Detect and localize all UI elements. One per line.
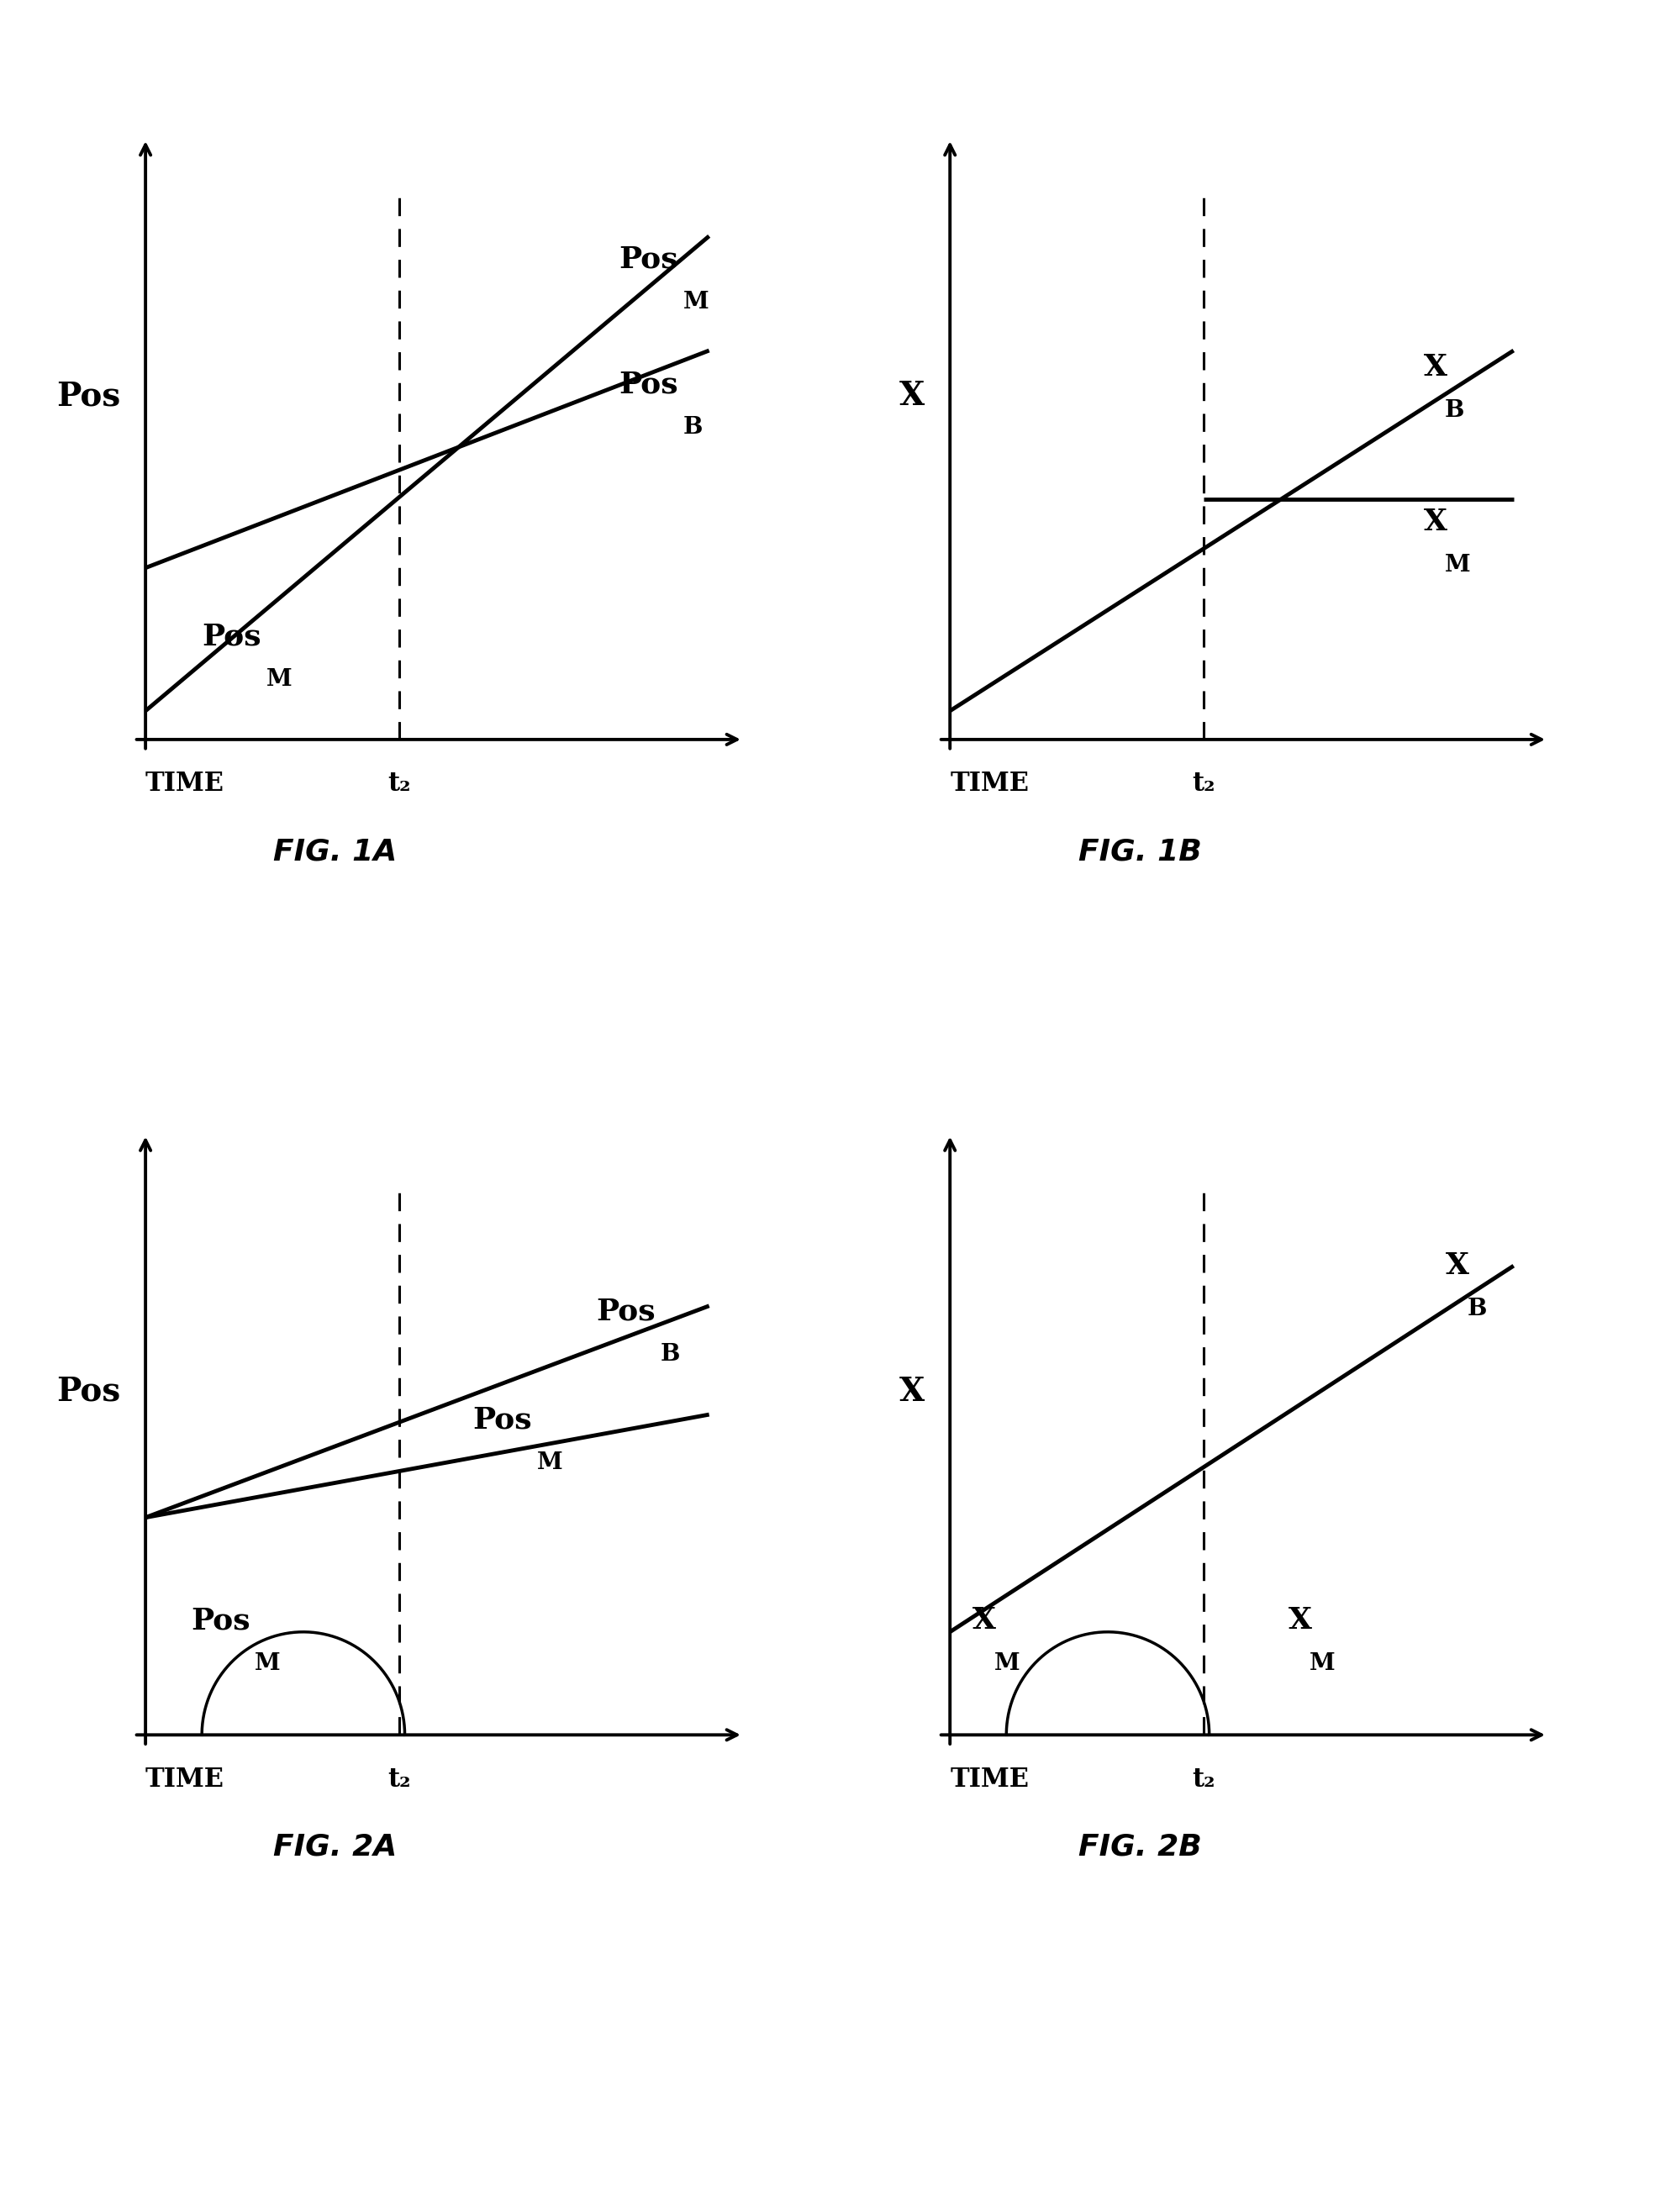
Text: Pos: Pos: [191, 1606, 250, 1635]
Text: Pos: Pos: [55, 1376, 121, 1407]
Text: B: B: [1445, 398, 1465, 422]
Text: X: X: [900, 380, 925, 411]
Text: X: X: [972, 1606, 996, 1635]
Text: Pos: Pos: [201, 622, 261, 650]
Text: t₂: t₂: [1192, 772, 1215, 796]
Text: M: M: [266, 668, 292, 690]
Text: B: B: [684, 416, 702, 438]
Text: X: X: [1423, 354, 1446, 383]
Text: M: M: [994, 1652, 1019, 1674]
Text: FIG. 2A: FIG. 2A: [273, 1834, 397, 1860]
Text: X: X: [1423, 509, 1446, 535]
Text: M: M: [536, 1451, 563, 1475]
Text: FIG. 1A: FIG. 1A: [273, 838, 397, 865]
Text: Pos: Pos: [618, 246, 679, 274]
Text: t₂: t₂: [387, 1767, 411, 1792]
Text: M: M: [1309, 1652, 1336, 1674]
Text: M: M: [255, 1652, 280, 1674]
Text: X: X: [1289, 1606, 1312, 1635]
Text: FIG. 1B: FIG. 1B: [1078, 838, 1202, 865]
Text: M: M: [1445, 553, 1470, 577]
Text: t₂: t₂: [1192, 1767, 1215, 1792]
Text: TIME: TIME: [146, 772, 225, 796]
Text: B: B: [660, 1343, 680, 1365]
Text: TIME: TIME: [950, 1767, 1029, 1792]
Text: FIG. 2B: FIG. 2B: [1078, 1834, 1202, 1860]
Text: X: X: [1446, 1252, 1470, 1281]
Text: Pos: Pos: [618, 372, 679, 398]
Text: TIME: TIME: [950, 772, 1029, 796]
Text: Pos: Pos: [473, 1407, 531, 1436]
Text: TIME: TIME: [146, 1767, 225, 1792]
Text: t₂: t₂: [387, 772, 411, 796]
Text: Pos: Pos: [55, 380, 121, 411]
Text: X: X: [900, 1376, 925, 1407]
Text: M: M: [684, 290, 709, 314]
Text: B: B: [1468, 1298, 1487, 1321]
Text: Pos: Pos: [597, 1296, 655, 1325]
